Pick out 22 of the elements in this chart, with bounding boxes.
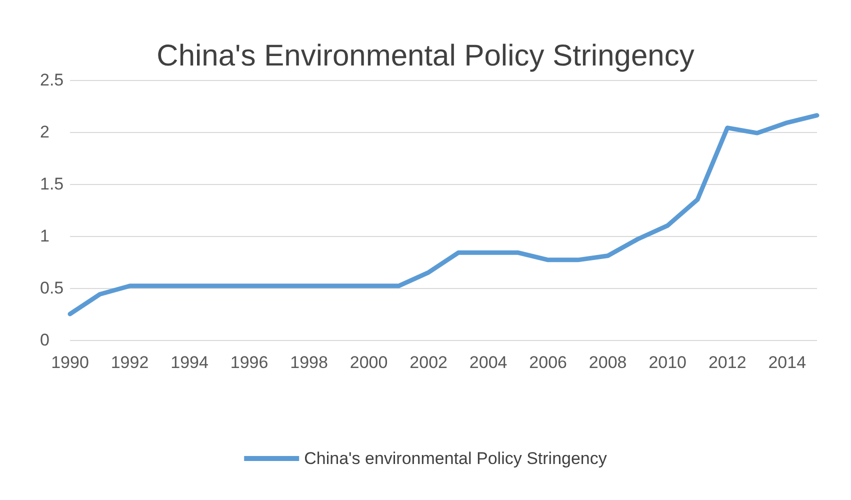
y-tick-label: 0.5 [40,278,64,298]
x-tick-label: 1996 [230,353,268,372]
x-tick-label: 1994 [170,353,208,372]
y-tick-label: 2 [40,122,50,142]
x-tick-label: 2012 [708,353,746,372]
chart-title: China's Environmental Policy Stringency [156,40,694,72]
x-tick-label: 2000 [350,353,388,372]
x-tick-label: 2010 [648,353,687,372]
x-tick-label: 2002 [410,353,448,372]
x-tick-label: 2004 [469,353,508,372]
y-tick-label: 1 [40,226,50,246]
x-tick-label: 1992 [110,353,149,372]
y-tick-label: 0 [40,330,50,350]
x-tick-label: 2008 [588,353,627,372]
y-tick-label: 2.5 [40,70,64,90]
x-tick-label: 2006 [529,353,567,372]
x-tick-label: 1998 [290,353,328,372]
x-tick-label: 1990 [51,353,89,372]
legend-label: China's environmental Policy Stringency [304,449,608,468]
line-series [68,113,820,316]
x-tick-label: 2014 [768,353,806,372]
y-tick-label: 1.5 [40,174,64,194]
